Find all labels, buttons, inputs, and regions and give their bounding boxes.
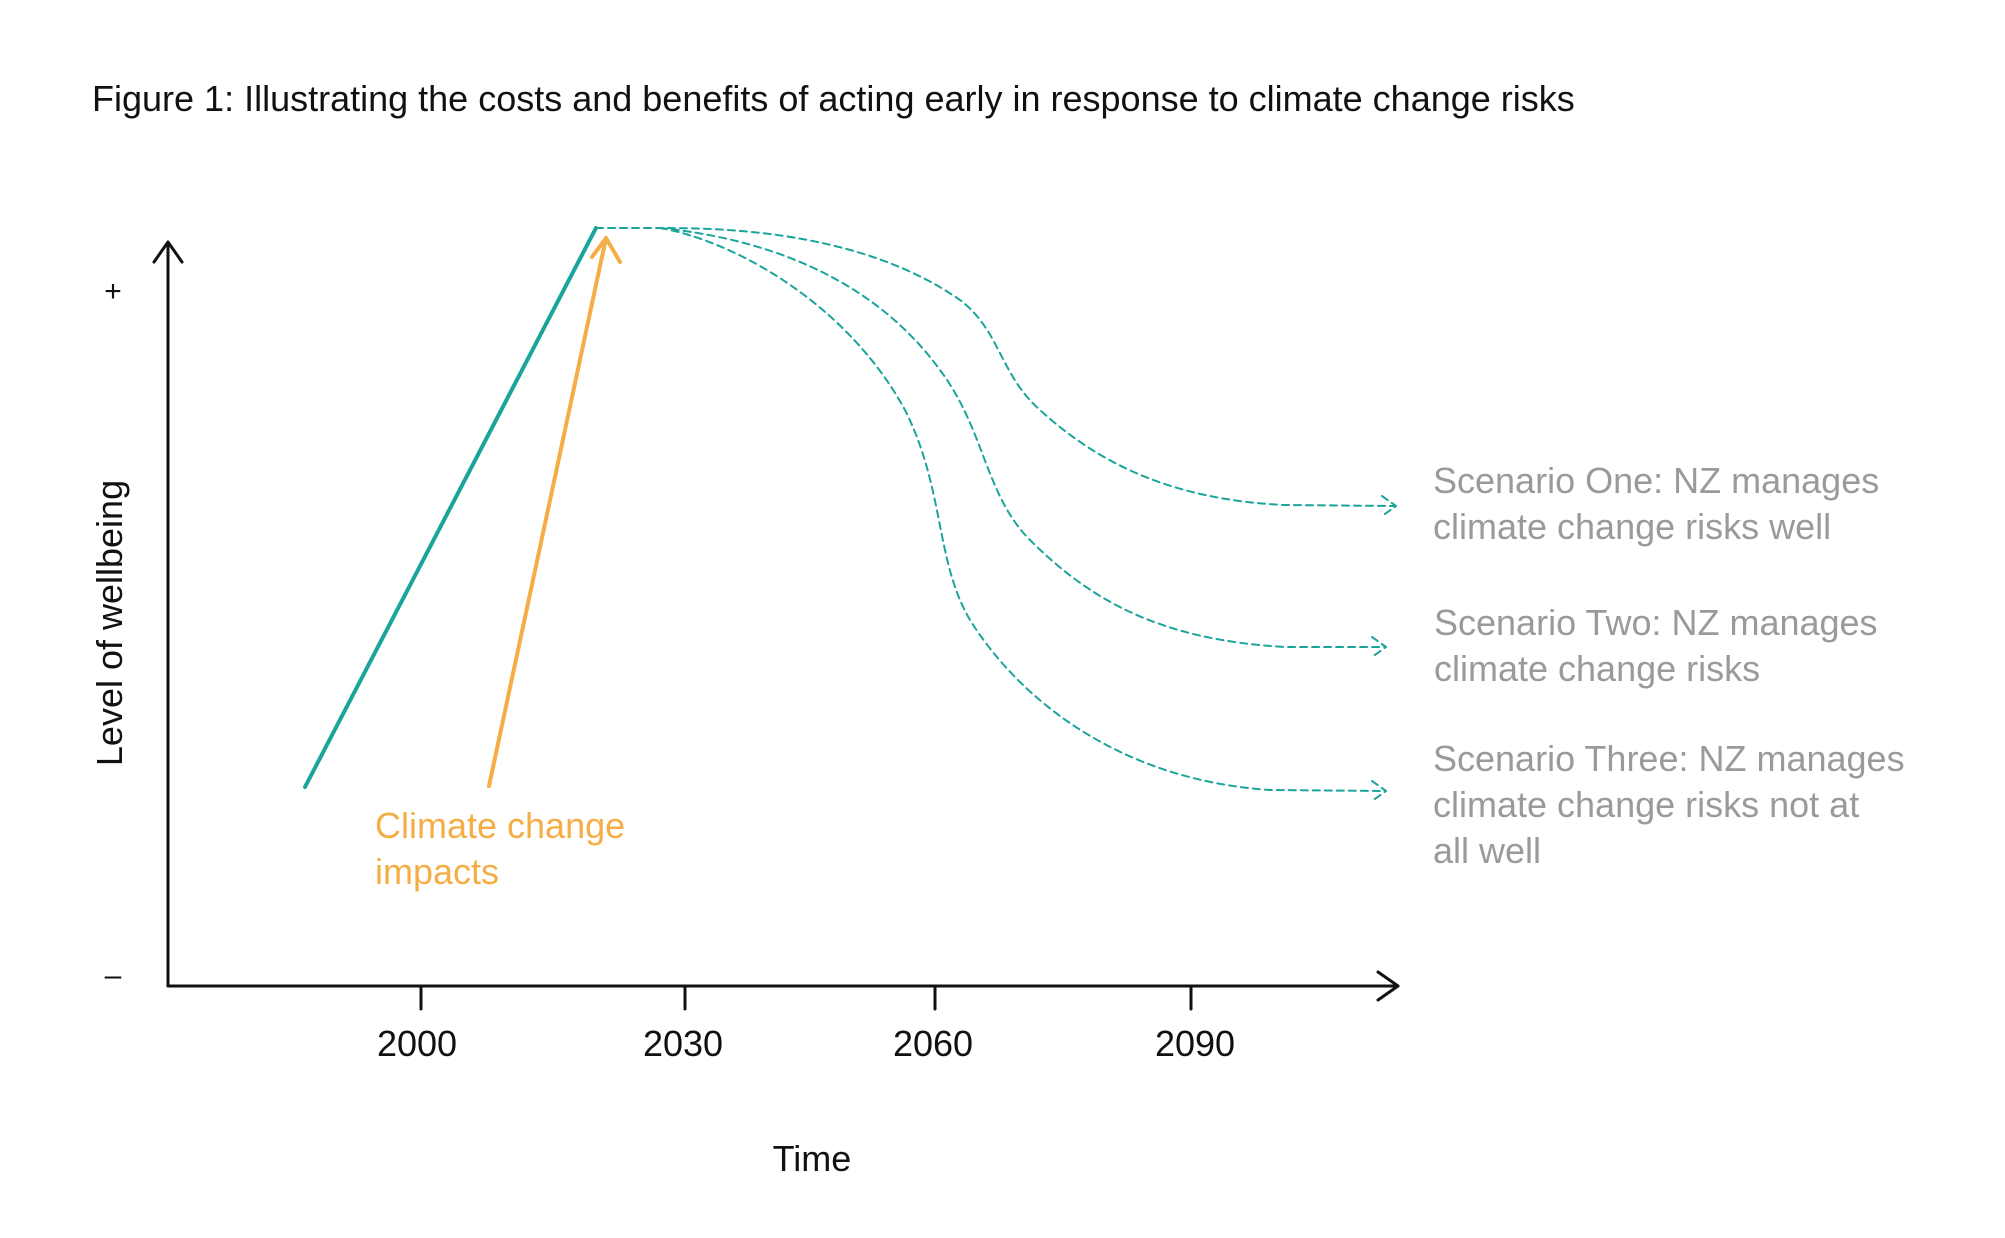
- scenario-three-line-2: climate change risks not at: [1433, 784, 1859, 825]
- axes: [152, 240, 1400, 1011]
- impacts-label: Climate change impacts: [375, 805, 635, 892]
- wellbeing-rise-line: [303, 226, 598, 789]
- x-tick-label-2030: 2030: [643, 1023, 723, 1064]
- y-axis-minus-sign: –: [105, 959, 122, 992]
- y-axis-plus-sign: +: [104, 275, 122, 308]
- scenario-one-curve: [595, 227, 1396, 507]
- scenario-two-curve: [659, 227, 1386, 648]
- y-axis-title: Level of wellbeing: [89, 480, 130, 766]
- impacts-arrow-head: [590, 236, 622, 264]
- scenario-three-line-3: all well: [1433, 830, 1541, 871]
- scenario-two-label: Scenario Two: NZ manages climate change …: [1434, 602, 1888, 689]
- impacts-label-line-1: Climate change: [375, 805, 625, 846]
- scenario-three-line-1: Scenario Three: NZ manages: [1433, 738, 1905, 779]
- x-tick-label-2090: 2090: [1155, 1023, 1235, 1064]
- scenario-three-label: Scenario Three: NZ manages climate chang…: [1433, 738, 1915, 871]
- x-tick-label-2060: 2060: [893, 1023, 973, 1064]
- impacts-label-line-2: impacts: [375, 851, 499, 892]
- scenario-two-line-1: Scenario Two: NZ manages: [1434, 602, 1878, 643]
- scenario-three-curve: [659, 227, 1386, 792]
- scenario-one-line-1: Scenario One: NZ manages: [1433, 460, 1879, 501]
- y-axis-arrowhead: [152, 240, 184, 264]
- scenario-one-line-2: climate change risks well: [1433, 506, 1831, 547]
- scenario-three-arrowhead: [1371, 780, 1387, 802]
- x-axis-arrowhead: [1376, 970, 1400, 1002]
- scenario-two-arrowhead: [1371, 636, 1387, 658]
- figure-title: Figure 1: Illustrating the costs and ben…: [92, 78, 1575, 119]
- climate-impacts-arrow: [487, 236, 622, 788]
- scenario-one-label: Scenario One: NZ manages climate change …: [1433, 460, 1889, 547]
- scenario-curves: [595, 227, 1397, 802]
- scenario-two-line-2: climate change risks: [1434, 648, 1760, 689]
- impacts-arrow-shaft: [487, 236, 608, 788]
- x-axis-title: Time: [773, 1138, 852, 1179]
- scenario-one-arrowhead: [1381, 495, 1397, 517]
- x-tick-label-2000: 2000: [377, 1023, 457, 1064]
